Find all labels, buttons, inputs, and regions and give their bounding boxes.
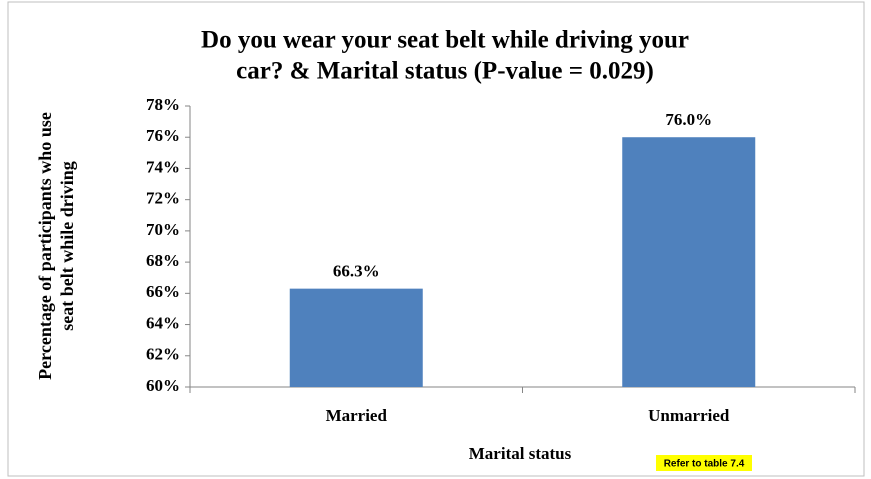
y-axis-title: Percentage of participants who use seat … bbox=[35, 112, 77, 380]
chart-title: Do you wear your seat belt while driving… bbox=[201, 27, 689, 54]
data-label: 66.3% bbox=[333, 262, 380, 281]
data-label: 76.0% bbox=[665, 110, 712, 129]
annotation: Refer to table 7.4 bbox=[664, 459, 745, 470]
chart-title: car? & Marital status (P-value = 0.029) bbox=[236, 58, 654, 85]
y-tick-label: 78% bbox=[146, 95, 180, 114]
bar bbox=[289, 288, 423, 387]
y-tick-label: 76% bbox=[146, 126, 180, 145]
bar bbox=[622, 137, 756, 387]
y-tick-label: 68% bbox=[146, 251, 180, 270]
y-tick-label: 70% bbox=[146, 220, 180, 239]
y-axis-title-line: seat belt while driving bbox=[57, 161, 77, 331]
x-tick-label: Married bbox=[326, 406, 388, 425]
y-tick-label: 60% bbox=[146, 376, 180, 395]
y-axis-title-line: Percentage of participants who use bbox=[35, 112, 55, 380]
annotation-highlight bbox=[656, 455, 752, 471]
x-axis-title: Marital status bbox=[469, 444, 572, 463]
x-tick-label: Unmarried bbox=[648, 406, 730, 425]
y-tick-label: 66% bbox=[146, 282, 180, 301]
y-tick-label: 62% bbox=[146, 345, 180, 364]
y-tick-label: 72% bbox=[146, 189, 180, 208]
y-tick-label: 64% bbox=[146, 313, 180, 332]
y-tick-label: 74% bbox=[146, 157, 180, 176]
